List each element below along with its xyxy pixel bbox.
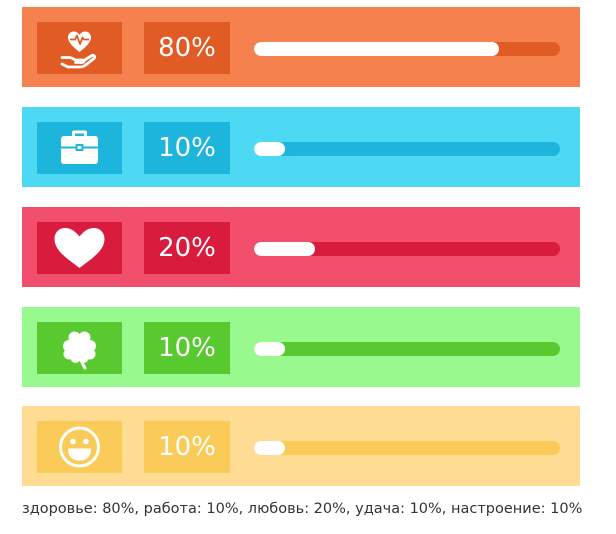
- smiley-icon: [37, 421, 122, 473]
- stat-row-love: 20%: [22, 207, 580, 287]
- progress-fill: [254, 42, 499, 56]
- percent-label: 10%: [144, 421, 230, 473]
- summary-caption: здоровье: 80%, работа: 10%, любовь: 20%,…: [22, 501, 583, 517]
- icon-box: [37, 122, 122, 174]
- percent-label: 80%: [144, 22, 230, 74]
- progress-track: [254, 441, 560, 455]
- percent-label: 10%: [144, 122, 230, 174]
- heart-in-hand-icon: [37, 22, 122, 74]
- stat-row-work: 10%: [22, 107, 580, 187]
- progress-track: [254, 242, 560, 256]
- icon-box: [37, 22, 122, 74]
- icon-box: [37, 421, 122, 473]
- progress-track: [254, 42, 560, 56]
- progress-fill: [254, 342, 285, 356]
- progress-fill: [254, 242, 316, 256]
- stat-row-health: 80%: [22, 7, 580, 87]
- stat-row-mood: 10%: [22, 406, 580, 486]
- progress-track: [254, 142, 560, 156]
- progress-track: [254, 342, 560, 356]
- heart-icon: [37, 222, 122, 274]
- percent-label: 20%: [144, 222, 230, 274]
- clover-icon: [37, 322, 122, 374]
- progress-fill: [254, 441, 285, 455]
- stat-row-luck: 10%: [22, 307, 580, 387]
- icon-box: [37, 222, 122, 274]
- briefcase-icon: [37, 122, 122, 174]
- progress-fill: [254, 142, 285, 156]
- icon-box: [37, 322, 122, 374]
- percent-label: 10%: [144, 322, 230, 374]
